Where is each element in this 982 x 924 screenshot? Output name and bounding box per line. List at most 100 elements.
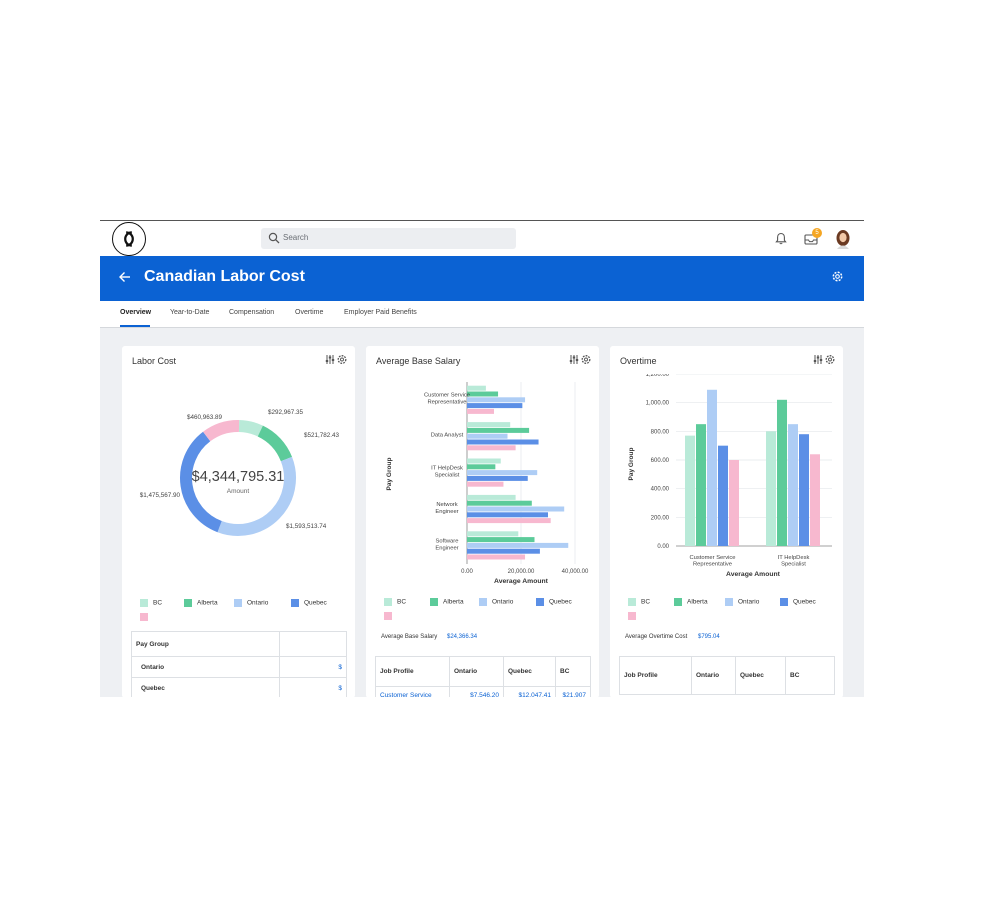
tab-year-to-date[interactable]: Year-to-Date [170,309,210,316]
table-cell-link[interactable]: $ [279,656,347,678]
table-cell-link[interactable]: $7,546.20 [449,686,504,697]
job-profile-table: Job Profile Ontario Quebec BC Customer S… [375,656,591,697]
tick-label: 600.00 [651,458,670,464]
table-cell-link[interactable]: $12,047.41 [503,686,556,697]
page-header: Canadian Labor Cost [100,256,864,301]
tab-bar: Overview Year-to-Date Compensation Overt… [100,301,864,328]
donut-total-label: Amount [227,488,250,495]
legend-item-alberta[interactable]: Alberta [430,598,464,606]
summary-value[interactable]: $24,366.34 [447,634,478,640]
legend-item-ontario[interactable]: Ontario [234,599,268,607]
bar [467,512,548,518]
legend-item-bc[interactable]: BC [140,599,162,607]
legend-item-quebec[interactable]: Quebec [536,598,572,606]
table-cell-link[interactable]: $21,907 [555,686,591,697]
search-input[interactable]: Search [261,228,516,249]
legend-item-bc[interactable]: BC [384,598,406,606]
table-row[interactable]: Quebec $ [131,677,347,697]
filter-icon[interactable] [813,355,823,364]
summary-value[interactable]: $795.04 [698,634,720,640]
bar [718,445,728,546]
table-header: Pay Group [131,631,280,657]
y-axis-label: Pay Group [386,458,393,491]
summary-label: Average Base Salary [381,634,438,640]
inbox-icon[interactable] [804,232,818,245]
search-placeholder: Search [283,233,309,242]
bar [799,434,809,546]
gear-icon[interactable] [825,355,835,364]
legend-item-other[interactable] [384,612,397,620]
category-label: Software [436,538,459,544]
gear-icon[interactable] [337,355,347,364]
bar [467,531,519,537]
donut-slice [257,425,293,462]
legend-item-other[interactable] [140,613,153,621]
tab-compensation[interactable]: Compensation [229,309,275,316]
filter-icon[interactable] [325,355,335,364]
bar [707,389,717,546]
tab-overview[interactable]: Overview [120,309,152,316]
legend-item-ontario[interactable]: Ontario [725,598,759,606]
legend-item-quebec[interactable]: Quebec [780,598,816,606]
bar [467,464,496,470]
tab-overtime[interactable]: Overtime [295,309,324,316]
card-actions [569,355,591,364]
gear-icon[interactable] [581,355,591,364]
category-label: Data Analyst [431,433,464,439]
table-header: BC [785,656,835,695]
bar [685,435,695,546]
bar [467,475,528,481]
table-row[interactable]: Customer Service $7,546.20 $12,047.41 $2… [375,686,591,697]
bar [467,422,511,428]
table-row[interactable]: Ontario $ [131,656,347,678]
bell-icon[interactable] [775,232,787,245]
bar [467,427,530,433]
page-title: Canadian Labor Cost [144,268,305,285]
pay-group-table: Pay Group Ontario $ Quebec $ [131,631,347,697]
bar [467,445,516,451]
category-label: Representative [428,400,467,406]
bar [467,500,532,506]
bar [467,385,486,391]
bar [467,433,508,439]
legend-item-alberta[interactable]: Alberta [184,599,218,607]
slice-label: $460,963.89 [187,414,223,421]
donut-slice [217,456,296,536]
legend-item-quebec[interactable]: Quebec [291,599,327,607]
average-base-salary-card: Average Base Salary Customer Service Repr… [366,346,599,697]
category-label: Representative [693,562,732,568]
bar [467,548,540,554]
table-cell-link[interactable]: $ [279,677,347,697]
labor-cost-card: Labor Cost $292,967.35 $521,782.43 $1,593,… [122,346,355,697]
tick-label: 800.00 [651,429,670,435]
category-label: Customer Service [689,555,735,561]
avatar[interactable] [834,229,852,249]
category-label: Specialist [781,562,806,568]
x-axis-label: Average Amount [726,571,781,578]
bar [766,431,776,546]
legend-item-bc[interactable]: BC [628,598,650,606]
overtime-bar-chart: 0.00 200.00 400.00 600.00 800.00 1,000.00 1,20… [628,374,832,578]
bar [467,494,516,500]
tick-label: 200.00 [651,515,670,521]
back-arrow-icon[interactable] [118,270,132,284]
tab-employer-paid-benefits[interactable]: Employer Paid Benefits [344,309,417,316]
job-profile-table: Job Profile Ontario Quebec BC [619,656,835,695]
active-tab-indicator [120,325,150,327]
filter-icon[interactable] [569,355,579,364]
slice-label: $521,782.43 [304,432,340,439]
tick-label: 40,000.00 [562,569,589,575]
table-cell: Ontario [131,656,280,678]
table-header: BC [555,656,591,687]
legend-item-alberta[interactable]: Alberta [674,598,708,606]
bar [467,403,523,409]
gear-icon[interactable] [831,270,844,283]
bar [777,399,787,546]
category-label: Network [436,502,457,508]
company-logo[interactable] [112,222,146,256]
table-cell-link[interactable]: Customer Service [375,686,450,697]
table-header: Job Profile [375,656,450,687]
legend-item-ontario[interactable]: Ontario [479,598,513,606]
legend-item-other[interactable] [628,612,641,620]
